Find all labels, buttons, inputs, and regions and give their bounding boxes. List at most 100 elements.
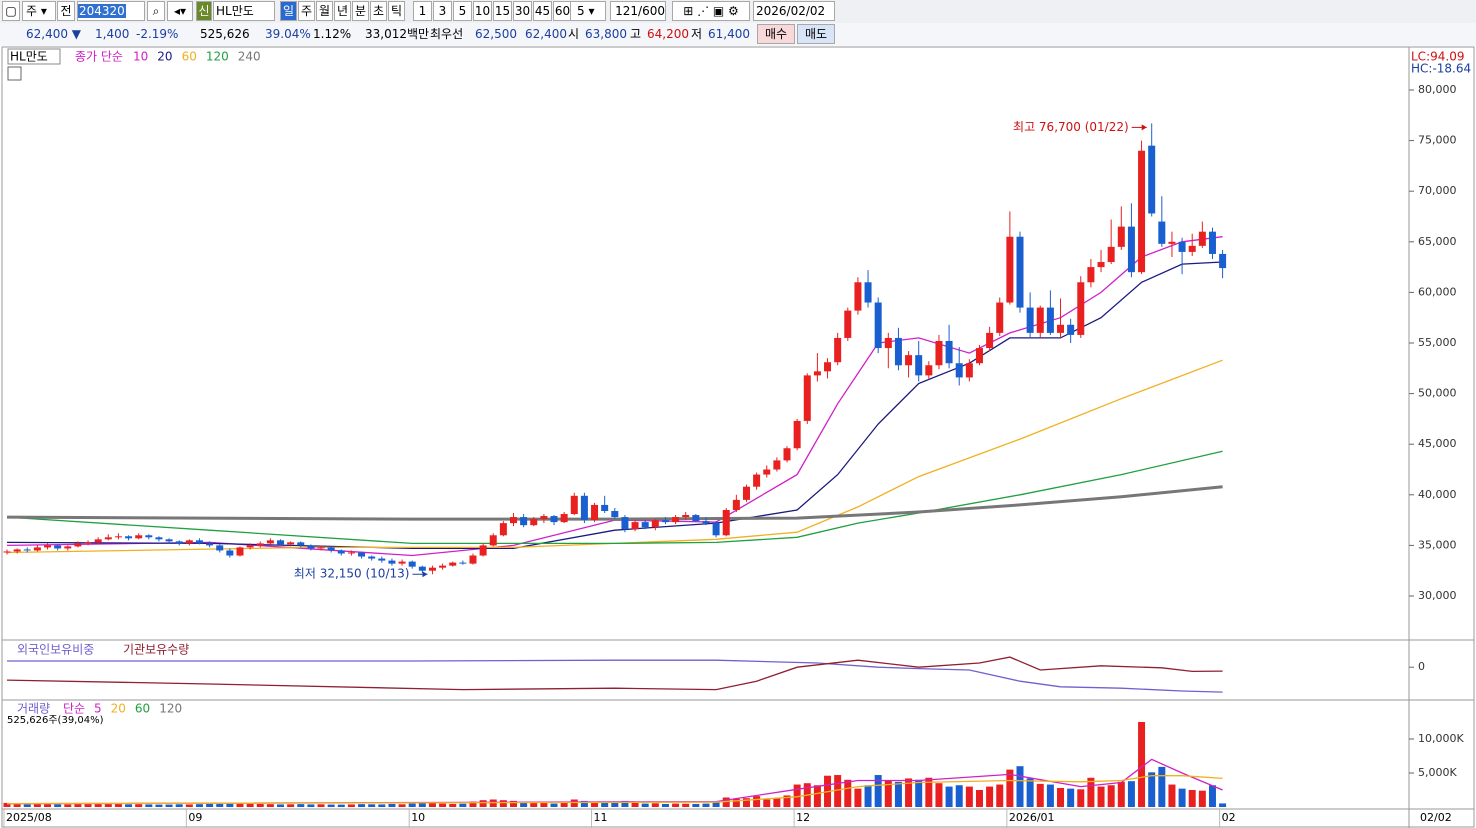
volume-bar (469, 801, 477, 807)
period-select[interactable]: 주 ▾ (22, 1, 56, 21)
unit-btn[interactable]: 주 (298, 1, 315, 21)
candle-body (975, 348, 983, 364)
hc: HC:-18.64 (1411, 62, 1471, 76)
volume-bar (550, 803, 558, 807)
volume-bar (510, 800, 517, 807)
volume-bar (1006, 769, 1014, 807)
candle-body (955, 363, 963, 378)
ma-label: 종가 단순 (75, 50, 123, 64)
volume-bar (428, 802, 436, 807)
volume-bar (651, 803, 659, 807)
candle-body (651, 520, 659, 528)
date: 2026/02/02 (756, 4, 826, 18)
prev-btn[interactable]: 전 (57, 1, 75, 21)
candle-body (216, 545, 224, 551)
y-tick-label: 35,000 (1418, 538, 1457, 551)
volume-bar (793, 784, 801, 807)
annotation: 최고 76,700 (01/22) (1013, 120, 1129, 134)
volume-bar (459, 803, 467, 807)
volume-bar (773, 798, 781, 807)
menu-btn[interactable]: ▢ (2, 1, 20, 21)
stock-name: HL만도 (216, 4, 254, 18)
candle-body (925, 365, 933, 376)
candle-body (1168, 241, 1176, 244)
unit-btn[interactable]: 초 (370, 1, 387, 21)
y-tick-label: 75,000 (1418, 134, 1457, 147)
unit-btn[interactable]: 15 (493, 1, 512, 21)
unit-btn[interactable]: 5 (453, 1, 472, 21)
candle-body (145, 535, 153, 538)
volume-bar (236, 803, 244, 807)
volume-bar (682, 803, 690, 807)
legend-entry: 120 (206, 50, 229, 64)
unit-btn[interactable]: 10 (473, 1, 492, 21)
volume-bar (915, 779, 923, 807)
unit-btn[interactable]: 일 (280, 1, 297, 21)
candle-body (277, 540, 285, 545)
volume-bar (742, 798, 750, 807)
volume-bar (854, 788, 862, 807)
candle-body (155, 537, 163, 540)
volume-bar (1158, 766, 1166, 807)
low: 61,400 (708, 27, 750, 41)
tool-icons[interactable]: ⊞ ⋰ ▣ ⚙ (672, 1, 750, 21)
candle-body (783, 448, 791, 461)
candle-body (550, 516, 558, 523)
volume-bar (611, 802, 619, 807)
candle-body (722, 509, 730, 536)
candle-body (104, 537, 112, 540)
unit-btn[interactable]: 45 (533, 1, 552, 21)
unit-btn[interactable]: 30 (513, 1, 532, 21)
volume-bar (783, 795, 791, 807)
y-tick-label: 65,000 (1418, 235, 1457, 248)
unit-btn[interactable]: 틱 (388, 1, 405, 21)
count-box[interactable]: 121/600 (610, 1, 666, 21)
chart: HL만도 종가 단순 LC:94.09 HC:-18.64 외국인보유비중 기관… (1, 46, 1475, 828)
volume-bar (1148, 772, 1156, 807)
candle-body (175, 541, 183, 544)
volume-bar (884, 780, 892, 807)
candle-body (469, 555, 477, 564)
candle-body (398, 561, 406, 564)
candle-body (702, 521, 710, 524)
sell-btn[interactable]: 매도 (797, 24, 835, 44)
candle-body (206, 543, 214, 546)
period: 주 (26, 4, 38, 18)
legend-entry: 60 (135, 702, 150, 716)
volume-bar (844, 779, 852, 807)
tick-n: 5 (577, 4, 585, 18)
volume-bar (418, 802, 426, 807)
candle-body (1117, 226, 1125, 247)
date-box[interactable]: 2026/02/02 (753, 1, 835, 21)
volume-bar (631, 802, 639, 807)
sound-btn[interactable]: ◂▾ (167, 1, 193, 21)
candle-body (874, 302, 882, 349)
candle-body (631, 522, 639, 530)
name-box[interactable]: HL만도 (213, 1, 275, 21)
rate: -2.19% (136, 27, 179, 41)
volume-bar (297, 804, 305, 807)
buy-btn[interactable]: 매수 (757, 24, 795, 44)
unit-btn[interactable]: 월 (316, 1, 333, 21)
volume-bar (530, 802, 538, 807)
tick-select[interactable]: 5 ▾ (570, 1, 606, 21)
code-input[interactable]: 204320 (77, 1, 145, 21)
candle-body (854, 282, 862, 311)
unit-btn[interactable]: 분 (352, 1, 369, 21)
unit-btn[interactable]: 1 (413, 1, 432, 21)
candle-body (114, 536, 122, 538)
candle-body (803, 375, 811, 421)
y-tick-label: 30,000 (1418, 589, 1457, 602)
candle-body (915, 355, 923, 376)
candle-body (428, 567, 436, 571)
candle-body (661, 520, 669, 523)
candle-body (408, 561, 416, 567)
unit-btn[interactable]: 3 (433, 1, 452, 21)
y-tick-label: 60,000 (1418, 285, 1457, 298)
search-btn[interactable]: ⌕ (147, 1, 165, 21)
unit-btn[interactable]: 년 (334, 1, 351, 21)
candle-body (601, 504, 609, 511)
candle-body (499, 523, 507, 536)
volume-bar (722, 797, 730, 807)
new-icon: 신 (196, 1, 212, 21)
